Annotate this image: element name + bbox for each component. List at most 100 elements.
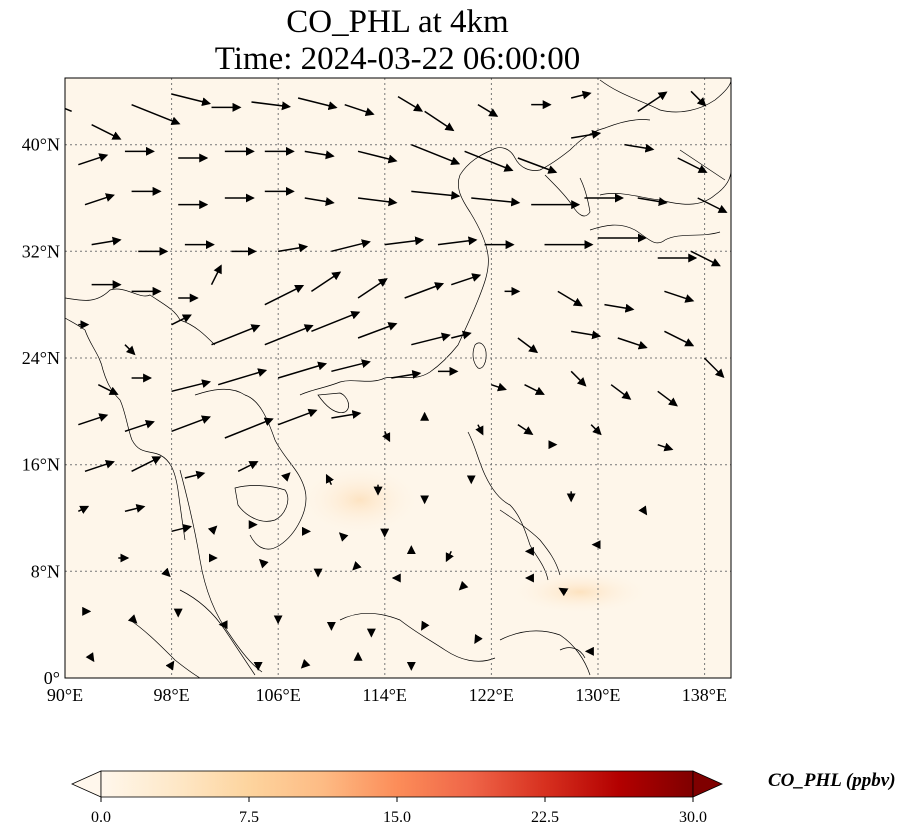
wind-arrow [391,370,422,379]
wind-arrow [264,284,305,306]
wind-arrow [491,382,507,392]
wind-arrow [571,330,602,340]
wind-arrow [664,290,695,303]
wind-arrow [210,264,222,286]
lat-tick-label: 32°N [22,241,60,261]
wind-arrow [570,370,587,387]
wind-arrow [207,525,218,536]
wind-arrow [458,580,469,591]
colorbar-body [100,770,694,798]
lat-tick-label: 40°N [22,135,60,155]
colorbar-ticks: 0.0 7.5 15.0 22.5 30.0 [91,797,707,826]
wind-arrow [325,473,335,486]
wind-arrow [697,197,728,213]
wind-arrow [311,271,342,292]
wind-arrow [304,150,335,160]
wind-arrow [97,383,119,395]
wind-arrow [382,430,391,443]
wind-arrow [171,314,192,326]
wind-arrow [258,558,269,569]
wind-arrow [397,96,424,112]
wind-arrow [411,332,451,346]
wind-arrow [517,424,534,435]
wind-arrow [657,390,678,407]
wind-arrow [352,560,362,571]
wind-arrow [524,383,545,395]
latitude-labels: 0° 8°N 16°N 24°N 32°N 40°N [22,135,60,688]
wind-arrow [251,101,291,111]
wind-arrow [297,97,338,111]
wind-arrow [91,236,122,246]
wind-arrow [610,384,632,400]
lon-tick-label: 130°E [575,685,620,705]
map-frame [64,77,732,679]
wind-arrow [171,415,211,433]
lon-tick-label: 114°E [362,685,407,705]
wind-arrow [517,337,539,354]
colorbar-tick-label: 22.5 [531,809,559,826]
wind-arrow [277,243,309,253]
wind-arrow [677,157,708,173]
wind-arrow [331,239,371,253]
wind-arrow [161,567,171,578]
wind-arrow [91,123,122,140]
wind-arrow [384,236,425,246]
wind-arrow [184,470,206,480]
wind-arrow [217,368,268,386]
wind-arrow [281,472,291,482]
wind-arrow [703,357,725,379]
wind-arrow [657,442,674,452]
wind-arrow [637,197,668,206]
wind-arrow [224,417,274,439]
wind-arrow [124,419,155,433]
wind-arrow [344,103,375,117]
wind-arrow [570,90,592,100]
wind-arrow [171,524,193,533]
wind-vectors [65,90,728,671]
wind-arrow [475,424,484,436]
wind-arrow [357,150,398,164]
wind-arrow [131,456,162,473]
lon-tick-label: 90°E [47,685,83,705]
wind-arrow [471,197,521,207]
wind-arrow [357,278,388,299]
colorbar-label: CO_PHL (ppbv) [768,770,896,791]
wind-arrow [558,587,569,597]
lon-tick-label: 106°E [256,685,301,705]
title-line-1: CO_PHL at 4km [286,4,509,40]
wind-arrow [165,660,175,671]
lat-tick-label: 0° [44,668,60,688]
wind-arrow [624,143,655,153]
wind-arrow [464,150,514,172]
lon-tick-label: 98°E [153,685,189,705]
colorbar-tick-label: 7.5 [239,809,259,826]
wind-arrow [445,550,454,563]
wind-arrow [131,103,181,126]
wind-arrow [78,413,109,426]
wind-arrow [171,379,212,393]
lat-tick-label: 16°N [22,455,60,475]
wind-arrow [277,361,328,379]
colorbar-tick-label: 15.0 [383,809,411,826]
wind-arrow [171,93,212,107]
wind-arrow [690,90,707,107]
wind-arrow [124,344,136,356]
wind-arrow [357,322,398,339]
gridlines [65,78,731,678]
wind-arrow [557,290,583,307]
colorbar-tick-label: 30.0 [679,809,707,826]
wind-arrow [474,634,483,645]
wind-arrow [571,130,602,139]
wind-arrow [331,410,362,419]
co-patch-philippine-sea [510,570,650,614]
colorbar-extend-low [71,770,102,798]
wind-arrow [127,614,138,624]
colorbar-tick-label: 0.0 [91,809,111,826]
wind-arrow [338,532,349,542]
lat-tick-label: 24°N [22,348,60,368]
wind-arrow [437,236,478,246]
wind-arrow [517,157,558,174]
wind-arrow [404,282,445,299]
